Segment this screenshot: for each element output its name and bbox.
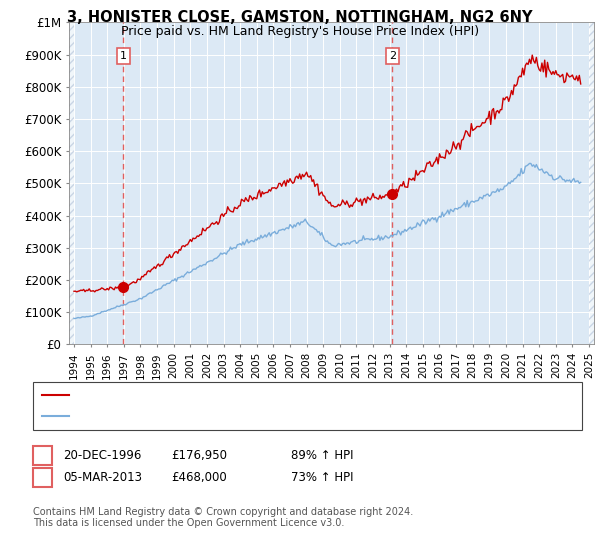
Text: 3, HONISTER CLOSE, GAMSTON, NOTTINGHAM, NG2 6NY (detached house): 3, HONISTER CLOSE, GAMSTON, NOTTINGHAM, …	[75, 390, 484, 400]
Text: 73% ↑ HPI: 73% ↑ HPI	[291, 471, 353, 484]
Text: Contains HM Land Registry data © Crown copyright and database right 2024.
This d: Contains HM Land Registry data © Crown c…	[33, 507, 413, 529]
Text: Price paid vs. HM Land Registry's House Price Index (HPI): Price paid vs. HM Land Registry's House …	[121, 25, 479, 38]
Text: 05-MAR-2013: 05-MAR-2013	[63, 471, 142, 484]
Text: £468,000: £468,000	[171, 471, 227, 484]
Text: 3, HONISTER CLOSE, GAMSTON, NOTTINGHAM, NG2 6NY: 3, HONISTER CLOSE, GAMSTON, NOTTINGHAM, …	[67, 10, 533, 25]
Text: 2: 2	[39, 471, 46, 484]
Text: 20-DEC-1996: 20-DEC-1996	[63, 449, 142, 462]
Text: £176,950: £176,950	[171, 449, 227, 462]
Bar	[69, 22, 74, 344]
Bar	[589, 22, 594, 344]
Text: 1: 1	[120, 51, 127, 61]
Text: 89% ↑ HPI: 89% ↑ HPI	[291, 449, 353, 462]
Text: HPI: Average price, detached house, Rushcliffe: HPI: Average price, detached house, Rush…	[75, 411, 331, 421]
Text: 2: 2	[389, 51, 396, 61]
Text: 1: 1	[39, 449, 46, 462]
